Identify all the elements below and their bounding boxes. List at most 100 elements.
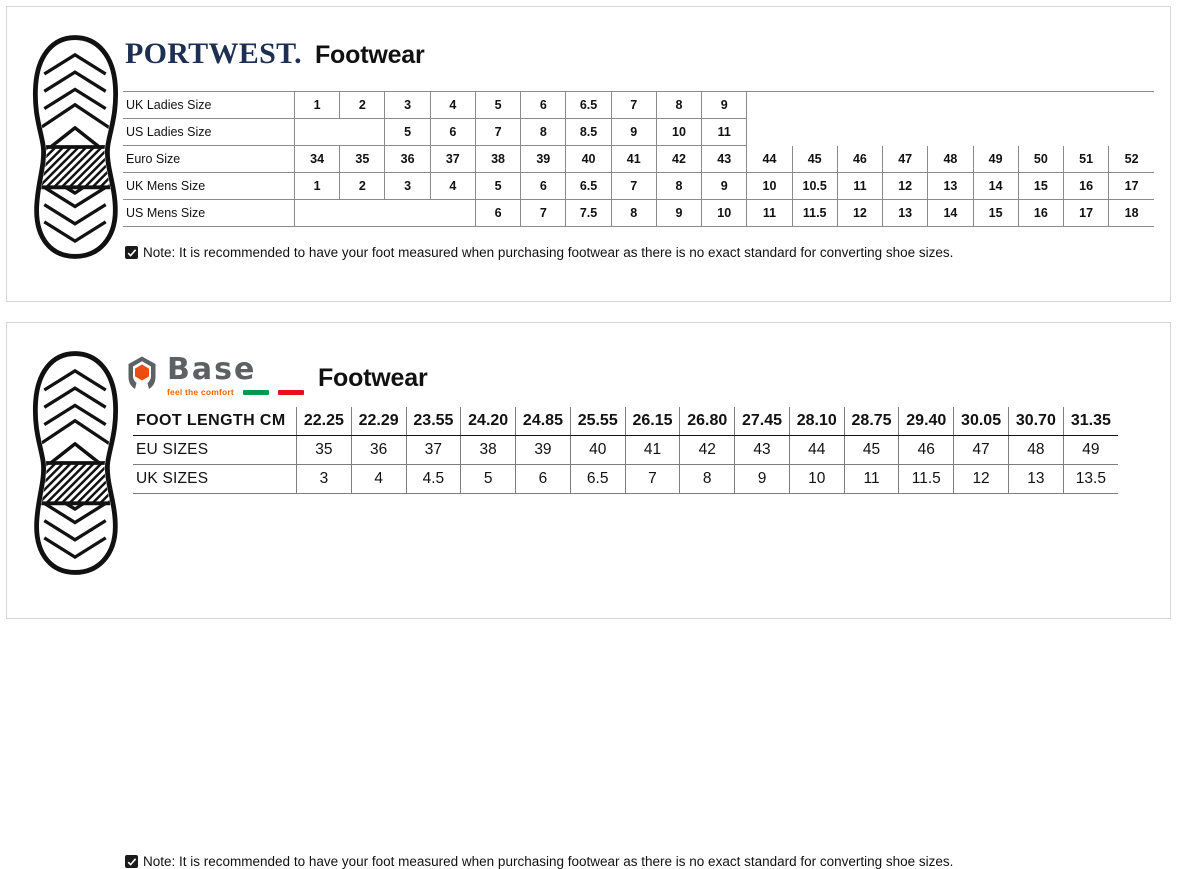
table-cell: 42: [656, 145, 703, 173]
italy-flag-red-bar: [277, 389, 304, 395]
table-cell: [1109, 119, 1154, 146]
table-cell: 46: [898, 435, 955, 465]
table-cell: 11.5: [898, 464, 955, 494]
table-row: UK SIZES 3 4 4.5 5 6 6.5 7 8 9 10 11 11.5 12 13 13.5: [133, 464, 1118, 494]
table-cell: 48: [1008, 435, 1064, 465]
table-cell: 6: [430, 118, 476, 146]
table-cell: 40: [570, 435, 626, 465]
table-cell: 28.10: [789, 407, 845, 436]
table-cell: 47: [882, 145, 929, 173]
table-cell: 42: [679, 435, 736, 465]
table-cell: 3: [384, 172, 431, 200]
portwest-note: Note: It is recommended to have your foo…: [125, 245, 953, 260]
portwest-size-chart-panel: PORTWEST. Footwear UK Ladies Size 1 2 3 4 5 6 6…: [6, 6, 1171, 302]
table-cell: 50: [1018, 145, 1064, 173]
table-cell: 37: [406, 435, 462, 465]
base-note: Note: It is recommended to have your foo…: [125, 854, 953, 869]
table-cell: 2: [339, 172, 386, 200]
table-cell: 5: [460, 464, 517, 494]
table-cell: 48: [927, 145, 974, 173]
table-cell: 10: [746, 172, 793, 200]
table-cell: 44: [789, 435, 845, 465]
row-label: US Ladies Size: [123, 118, 295, 146]
table-cell: 17: [1108, 172, 1154, 200]
table-cell: [883, 119, 928, 146]
table-cell: 11: [701, 118, 748, 146]
table-cell: 7: [611, 172, 657, 200]
table-cell: 7: [611, 91, 657, 119]
table-cell: 16: [1063, 172, 1110, 200]
table-cell: [792, 91, 838, 119]
table-cell: 27.45: [734, 407, 790, 436]
table-row: UK Ladies Size 1 2 3 4 5 6 6.5 7 8 9: [123, 91, 1154, 119]
table-cell: 11: [837, 172, 884, 200]
base-tagline: feel the comfort: [167, 387, 234, 397]
table-cell: 4: [430, 91, 476, 119]
table-cell: 39: [515, 435, 571, 465]
shoe-sole-icon: [27, 347, 123, 579]
table-cell: 13.5: [1063, 464, 1118, 494]
table-cell: 1: [294, 91, 341, 119]
base-logo: Base feel the comfort: [125, 355, 304, 397]
table-cell: 47: [953, 435, 1009, 465]
table-cell: [430, 199, 476, 227]
table-cell: 4: [430, 172, 476, 200]
row-label: FOOT LENGTH CM: [133, 407, 297, 436]
table-cell: [837, 91, 883, 119]
table-cell: 6.5: [570, 464, 626, 494]
table-cell: 14: [973, 172, 1019, 200]
table-cell: 7: [475, 118, 522, 146]
table-cell: 45: [844, 435, 900, 465]
table-cell: 6.5: [565, 91, 612, 119]
table-row: FOOT LENGTH CM 22.25 22.29 23.55 24.20 24.85 2…: [133, 407, 1118, 436]
table-cell: [882, 91, 928, 119]
table-cell: 36: [384, 145, 431, 173]
portwest-category-label: Footwear: [314, 41, 425, 69]
table-cell: 7: [520, 199, 567, 227]
table-cell: [1108, 91, 1154, 119]
table-cell: [927, 91, 974, 119]
table-cell: 5: [475, 172, 522, 200]
table-cell: 26.15: [625, 407, 681, 436]
portwest-content: PORTWEST. Footwear UK Ladies Size 1 2 3 4 5 6 6…: [119, 7, 1154, 301]
table-cell: 39: [520, 145, 567, 173]
table-cell: [837, 119, 882, 146]
row-label: UK Ladies Size: [123, 91, 295, 119]
table-cell: 12: [953, 464, 1009, 494]
table-cell: 46: [837, 145, 884, 173]
table-cell: 9: [701, 172, 748, 200]
table-cell: 8: [656, 91, 703, 119]
row-label: UK Mens Size: [123, 172, 295, 200]
row-label: US Mens Size: [123, 199, 295, 227]
shoe-sole-icon: [27, 31, 123, 263]
portwest-logo: PORTWEST.: [125, 37, 302, 70]
table-cell: 41: [625, 435, 681, 465]
check-square-icon: [125, 855, 138, 868]
table-cell: 34: [294, 145, 341, 173]
table-cell: 23.55: [406, 407, 462, 436]
base-size-table: FOOT LENGTH CM 22.25 22.29 23.55 24.20 24.85 2…: [133, 407, 1118, 494]
table-cell: 24.20: [460, 407, 517, 436]
table-cell: 35: [296, 435, 352, 465]
table-cell: 13: [882, 199, 929, 227]
table-cell: 15: [973, 199, 1019, 227]
base-brand-header: Base feel the comfort Footwear: [125, 355, 428, 397]
table-cell: 5: [475, 91, 522, 119]
table-cell: 38: [475, 145, 522, 173]
table-cell: [1063, 91, 1109, 119]
table-cell: 9: [701, 91, 748, 119]
base-category-label: Footwear: [317, 363, 428, 392]
table-cell: 49: [973, 145, 1019, 173]
row-label: EU SIZES: [133, 435, 297, 465]
table-cell: 22.25: [296, 407, 352, 436]
table-cell: 31.35: [1063, 407, 1118, 436]
table-cell: 9: [656, 199, 703, 227]
table-cell: 43: [734, 435, 790, 465]
table-cell: 6: [520, 91, 567, 119]
table-cell: 9: [611, 118, 657, 146]
table-cell: 49: [1063, 435, 1118, 465]
row-label: UK SIZES: [133, 464, 297, 494]
table-cell: 44: [746, 145, 793, 173]
table-cell: 24.85: [515, 407, 571, 436]
base-note-text: Note: It is recommended to have your foo…: [143, 854, 954, 869]
